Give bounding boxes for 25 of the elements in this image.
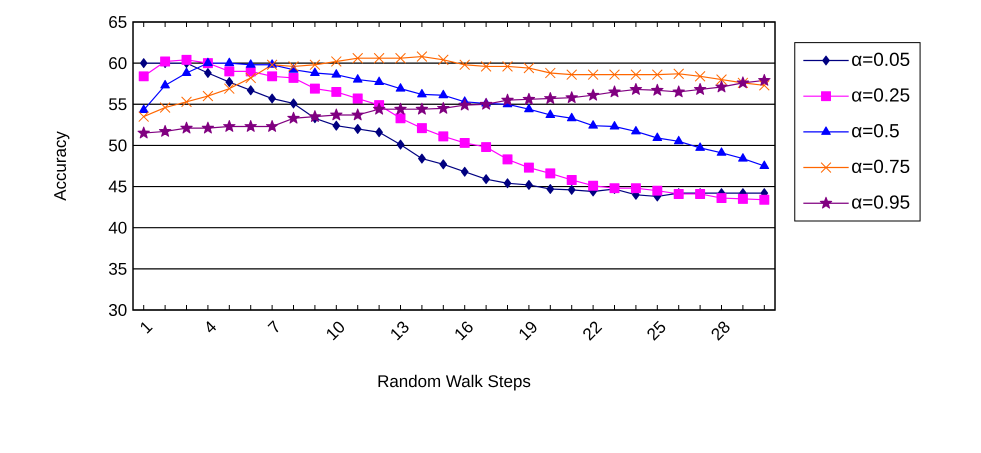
y-tick-label: 60 — [109, 57, 127, 70]
x-tick-label: 22 — [583, 322, 602, 341]
y-tick-label: 55 — [109, 98, 126, 110]
legend-label: α=0.25 — [852, 88, 910, 102]
y-tick-label: 30 — [108, 304, 127, 316]
legend-label: α=0.75 — [852, 160, 910, 174]
x-axis-title: Random Walk Steps — [378, 374, 530, 391]
legend-label: α=0.95 — [852, 195, 910, 209]
y-axis-title: Accuracy — [54, 131, 70, 201]
y-tick-label: 50 — [109, 139, 127, 152]
y-tick-label: 35 — [108, 262, 126, 275]
x-tick-label: 10 — [327, 322, 344, 340]
x-tick-label: 1 — [140, 322, 153, 334]
x-tick-label: 7 — [267, 320, 278, 332]
legend-label: α=0.5 — [852, 124, 899, 138]
x-tick-label: 16 — [455, 322, 473, 340]
y-tick-label: 40 — [108, 222, 127, 234]
x-tick-label: 19 — [520, 322, 536, 340]
x-tick-label: 28 — [712, 322, 730, 341]
y-tick-label: 45 — [108, 180, 126, 192]
x-tick-label: 13 — [391, 322, 409, 340]
y-tick-label: 65 — [109, 16, 126, 28]
x-tick-label: 4 — [206, 321, 216, 332]
legend-label: α=0.05 — [852, 52, 910, 66]
x-tick-label: 25 — [647, 320, 666, 341]
